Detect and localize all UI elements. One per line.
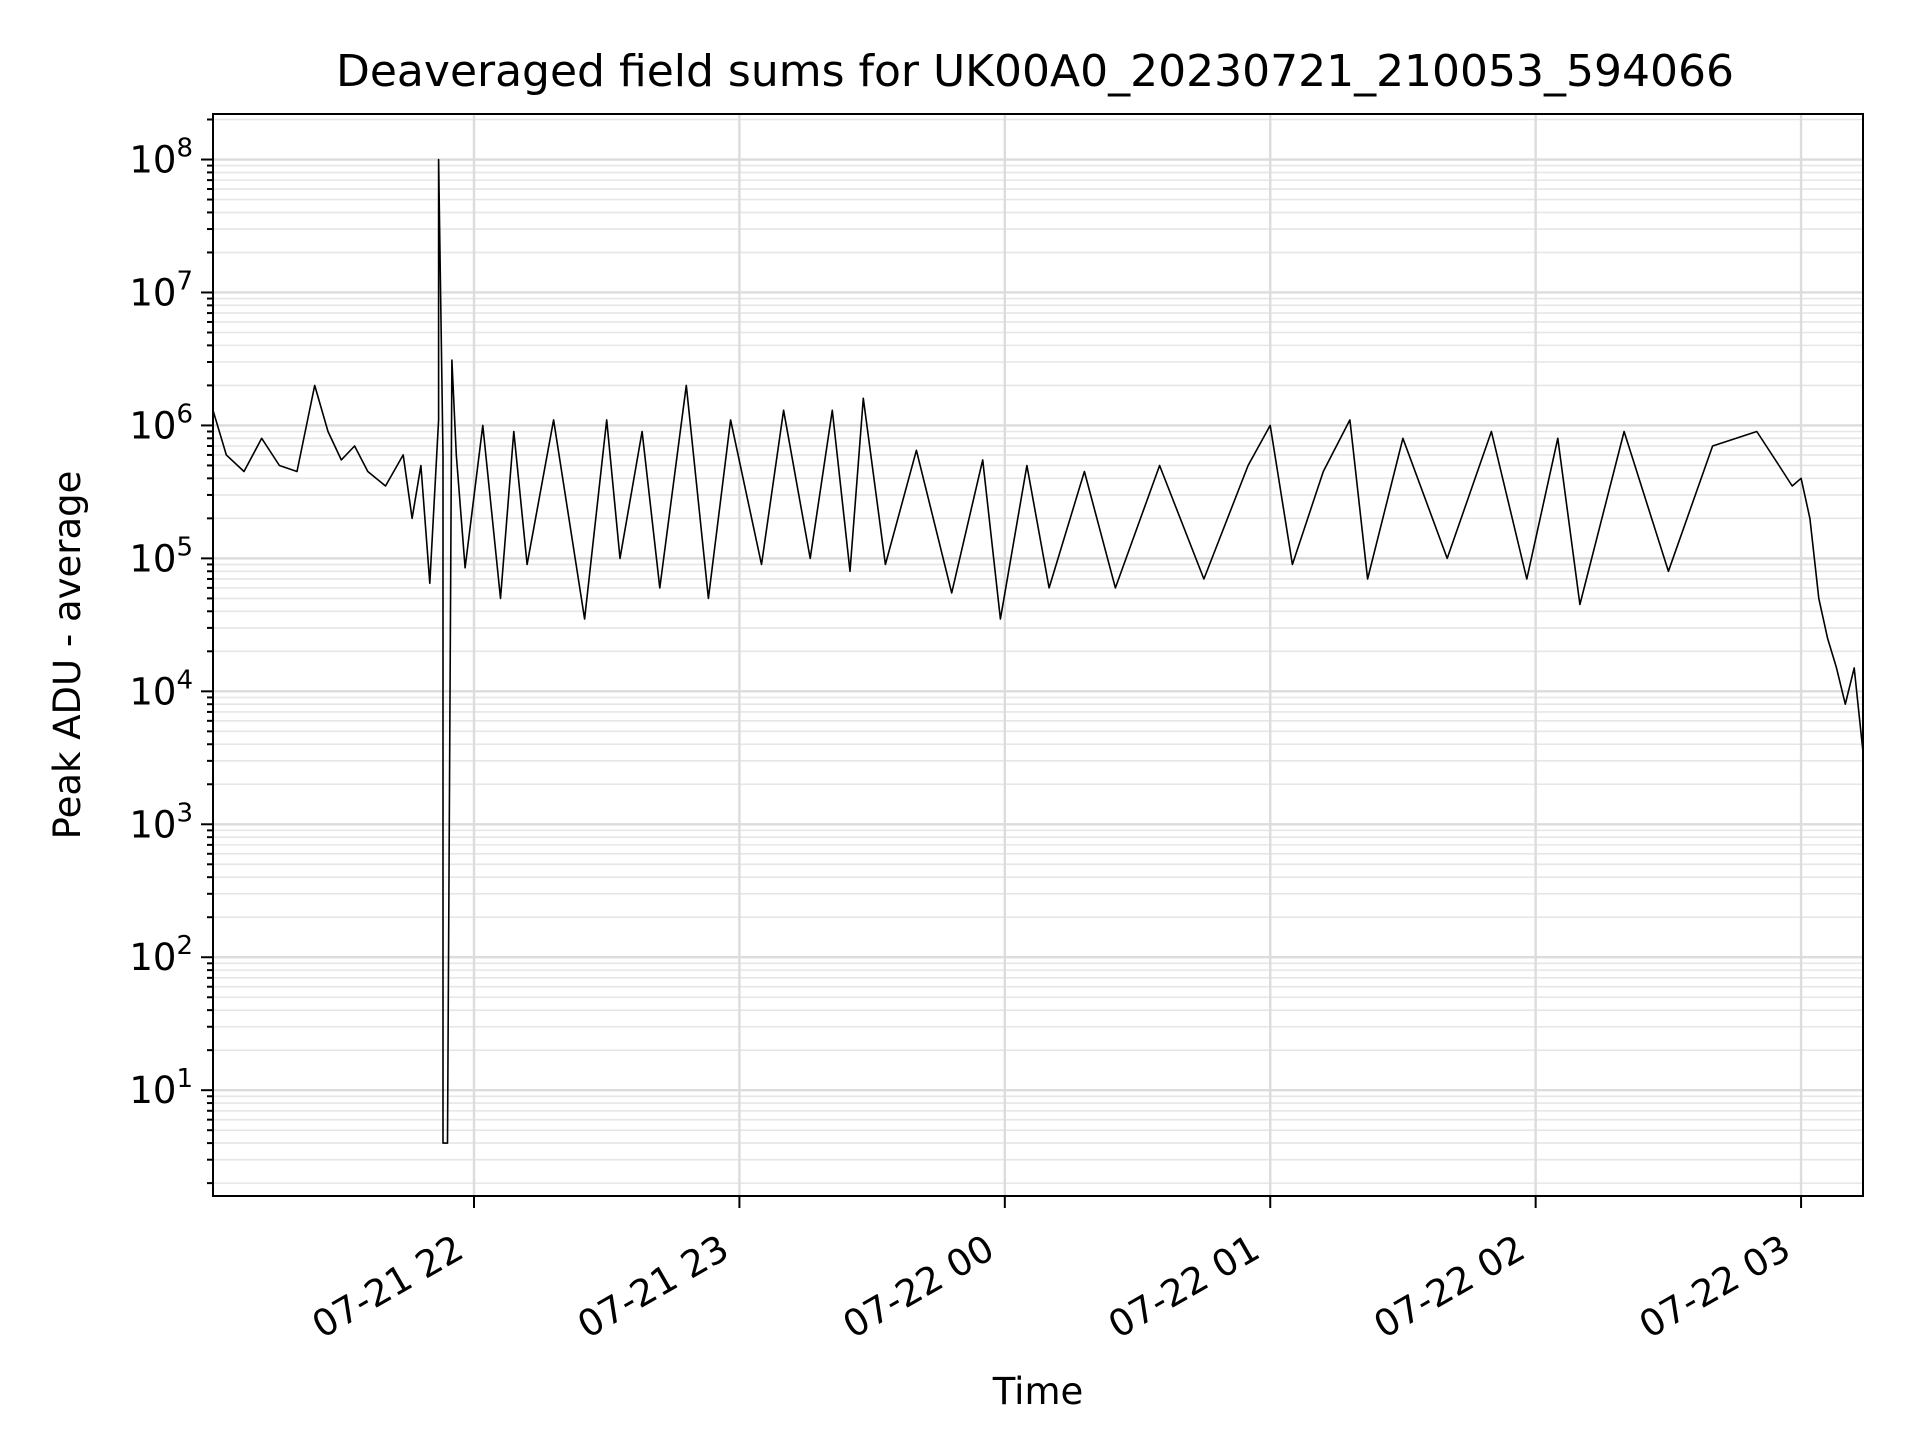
- x-tick-label: 07-22 03: [1632, 1227, 1798, 1347]
- x-axis: 07-21 22 07-21 23 07-22 00 07-22 01 07-22 02…: [305, 1196, 1803, 1347]
- x-tick-label: 07-22 00: [836, 1227, 1002, 1347]
- y-tick-base: 10: [129, 139, 176, 182]
- y-tick-label: 104: [129, 665, 193, 713]
- x-tick-label: 07-22 02: [1367, 1227, 1533, 1347]
- y-tick-exponent: 3: [176, 798, 193, 828]
- y-tick-base: 10: [129, 1069, 176, 1112]
- y-tick-exponent: 8: [176, 134, 193, 164]
- y-tick-label: 105: [129, 532, 193, 580]
- y-tick-label: 107: [129, 266, 193, 314]
- series-line: [212, 158, 1864, 1144]
- chart-title: Deaveraged field sums for UK00A0_2023072…: [336, 46, 1734, 97]
- x-tick-label: 07-22 01: [1101, 1227, 1267, 1347]
- y-tick-label: 103: [129, 798, 193, 846]
- y-tick-exponent: 4: [176, 665, 193, 695]
- grid: [213, 114, 1863, 1196]
- y-tick-base: 10: [129, 537, 176, 580]
- x-axis-label: Time: [992, 1370, 1084, 1413]
- y-tick-exponent: 6: [176, 399, 193, 429]
- y-tick-label: 101: [129, 1064, 193, 1112]
- x-tick-label: 07-21 22: [305, 1227, 471, 1347]
- y-tick-exponent: 2: [176, 931, 193, 961]
- y-tick-label: 106: [129, 399, 193, 447]
- y-tick-base: 10: [129, 271, 176, 314]
- y-tick-label: 108: [129, 134, 193, 182]
- plot-area: [212, 113, 1864, 1197]
- y-tick-label: 102: [129, 931, 193, 979]
- y-tick-base: 10: [129, 670, 176, 713]
- y-tick-base: 10: [129, 803, 176, 846]
- y-tick-base: 10: [129, 404, 176, 447]
- y-axis-label: Peak ADU - average: [46, 471, 89, 840]
- y-tick-exponent: 5: [176, 532, 193, 562]
- y-tick-exponent: 7: [176, 266, 193, 296]
- y-tick-base: 10: [129, 936, 176, 979]
- y-tick-exponent: 1: [176, 1064, 193, 1094]
- x-tick-label: 07-21 23: [570, 1227, 736, 1347]
- series-layer: [212, 158, 1864, 1144]
